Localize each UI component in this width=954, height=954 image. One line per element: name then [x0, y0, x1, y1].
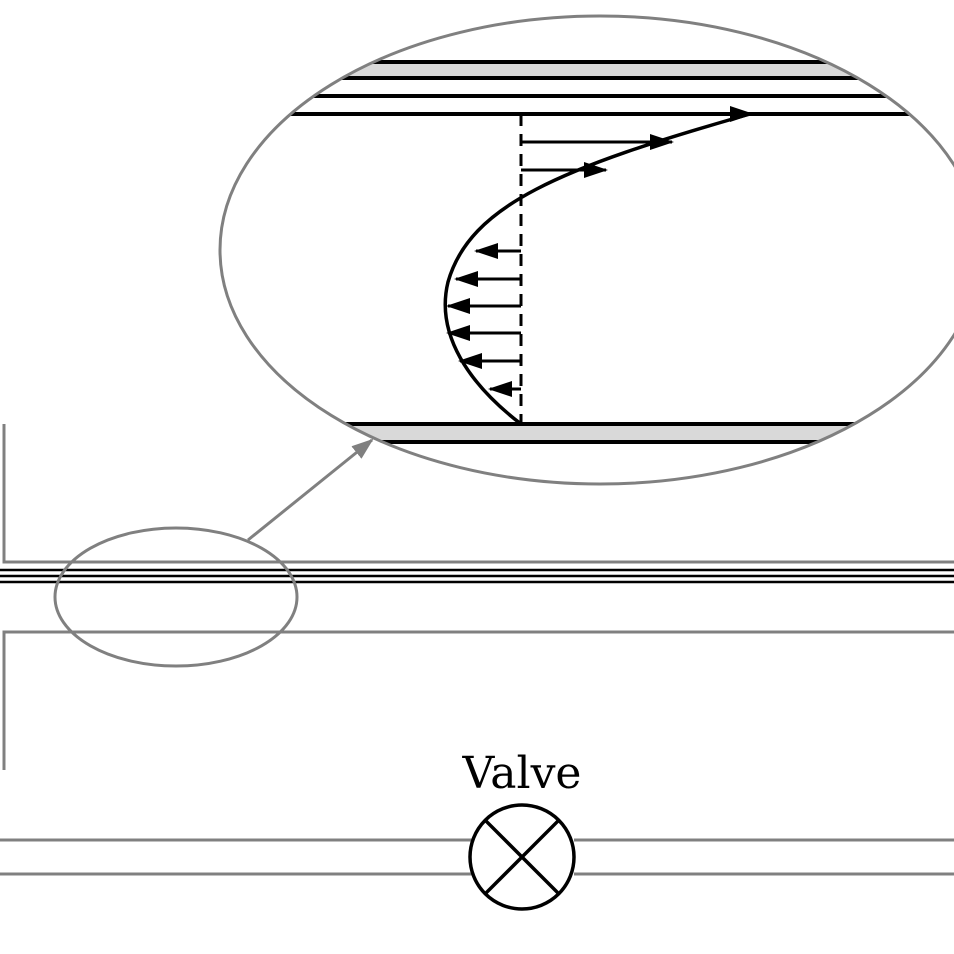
channel-outline-bottom — [2, 630, 954, 770]
channel-outline-top — [2, 424, 954, 564]
valve-label: Valve — [462, 748, 582, 799]
velocity-profile-curve — [443, 112, 751, 426]
channel — [0, 424, 954, 770]
valve-pipe — [0, 838, 954, 876]
zoom-arrow — [247, 438, 374, 542]
zoomed-view — [218, 14, 954, 486]
zoom-ellipse — [218, 14, 954, 486]
top-wall-fill — [220, 62, 954, 78]
valve-icon — [468, 803, 576, 911]
bottom-wall-fill — [220, 424, 954, 442]
magnifier-ellipse — [53, 526, 299, 668]
